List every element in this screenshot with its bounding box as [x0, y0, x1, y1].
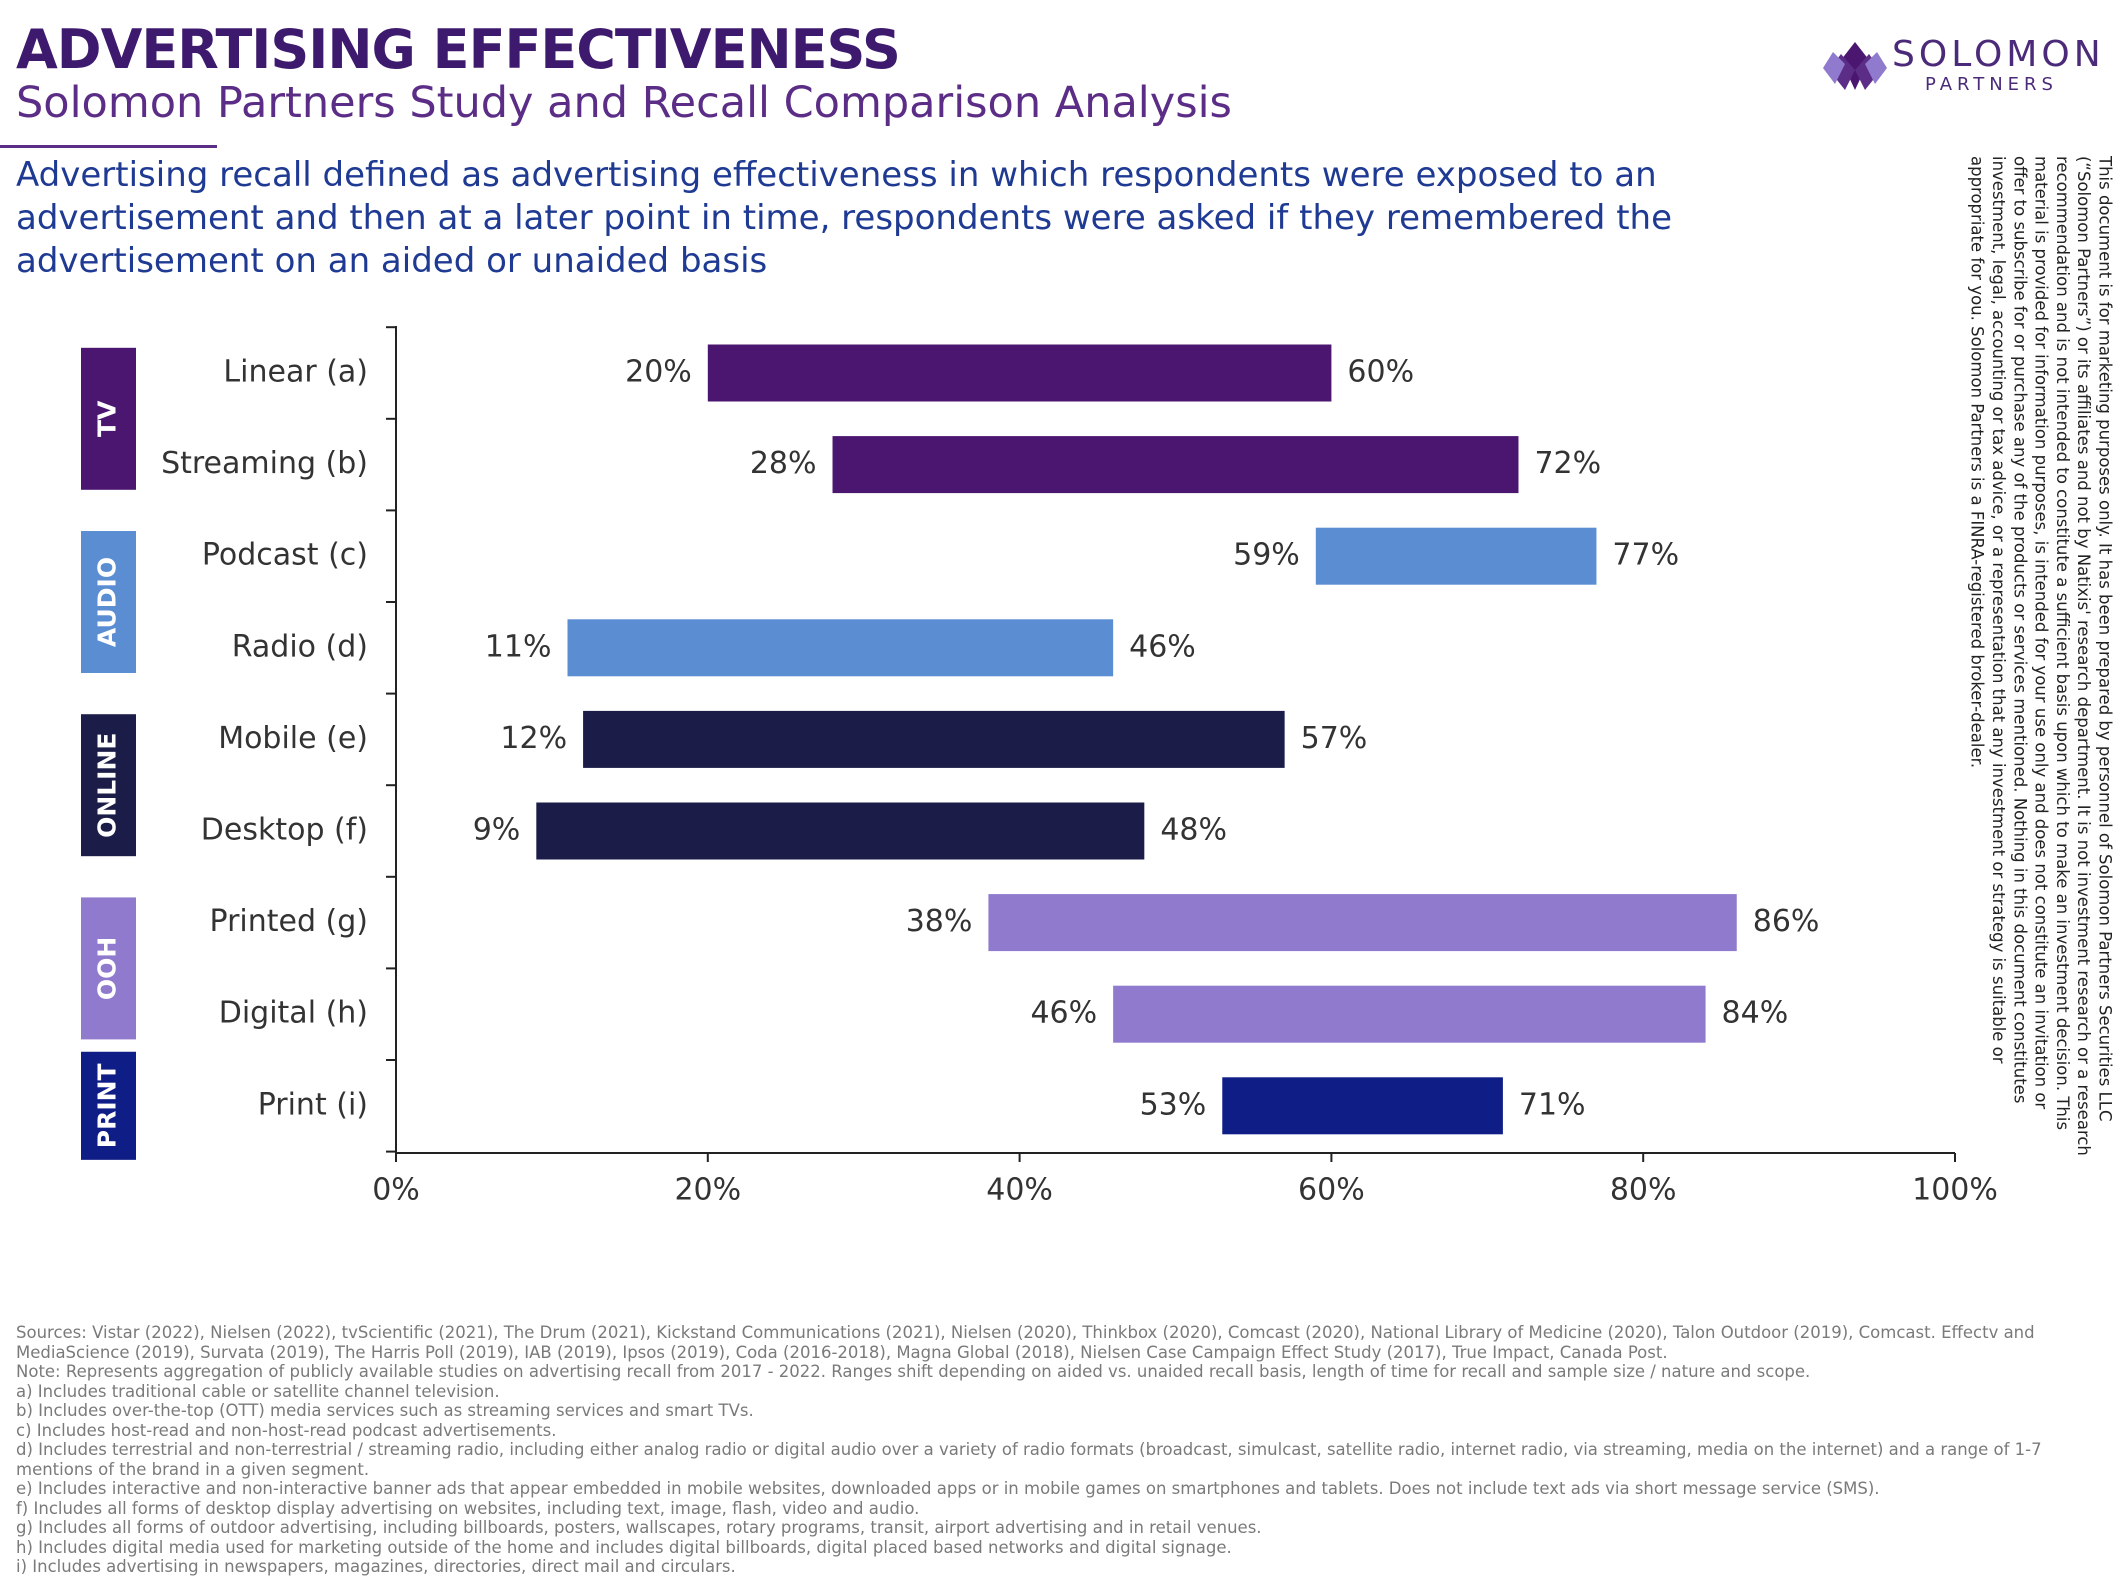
high-label: 84%: [1722, 996, 1789, 1031]
low-label: 28%: [750, 446, 817, 481]
category-label: Digital (h): [219, 996, 368, 1031]
footnotes: Sources: Vistar (2022), Nielsen (2022), …: [16, 1323, 2111, 1577]
range-bar: [1113, 985, 1706, 1043]
footnote: b) Includes over-the-top (OTT) media ser…: [16, 1401, 754, 1420]
low-label: 12%: [500, 721, 567, 756]
disclaimer-line: recommendation and is not intended to co…: [2053, 156, 2072, 1130]
high-label: 72%: [1534, 446, 1601, 481]
high-label: 48%: [1160, 813, 1227, 848]
disclaimer-line: material is provided for information pur…: [2032, 156, 2051, 1109]
category-label: Mobile (e): [218, 721, 368, 756]
category-label: Podcast (c): [202, 538, 368, 573]
group-label: AUDIO: [93, 557, 122, 647]
group-label: ONLINE: [93, 732, 122, 837]
low-label: 9%: [473, 813, 521, 848]
footnote: c) Includes host-read and non-host-read …: [16, 1420, 557, 1440]
logo-name: SOLOMON: [1892, 34, 2105, 75]
high-label: 57%: [1301, 721, 1368, 756]
footnote: g) Includes all forms of outdoor adverti…: [16, 1518, 1262, 1537]
x-tick-label: 80%: [1610, 1173, 1677, 1208]
group-label: PRINT: [93, 1063, 122, 1148]
range-bar: [567, 619, 1114, 677]
low-label: 20%: [625, 355, 692, 390]
group-box: [81, 714, 136, 857]
disclaimer-line: appropriate for you. Solomon Partners is…: [1968, 156, 1987, 768]
category-label: Desktop (f): [201, 813, 368, 848]
group-box: [81, 347, 136, 490]
page-subtitle: Solomon Partners Study and Recall Compar…: [16, 78, 1232, 128]
page-title: ADVERTISING EFFECTIVENESS: [16, 18, 901, 81]
category-label: Streaming (b): [161, 446, 368, 481]
logo-tagline: PARTNERS: [1925, 74, 2058, 95]
disclaimer-line: investment, legal, accounting or tax adv…: [1989, 156, 2008, 1064]
range-bar: [1315, 527, 1597, 585]
group-label: OOH: [93, 937, 122, 1000]
group-box: [81, 531, 136, 673]
x-tick-label: 20%: [674, 1173, 741, 1208]
footnote: h) Includes digital media used for marke…: [16, 1537, 1232, 1557]
low-label: 46%: [1030, 996, 1097, 1031]
group-box: [81, 897, 136, 1040]
description: Advertising recall defined as advertisin…: [16, 155, 1672, 281]
high-label: 77%: [1612, 538, 1679, 573]
range-bar: [707, 344, 1332, 402]
group-box: [81, 1051, 136, 1160]
disclaimer-line: offer to subscribe for or purchase any o…: [2010, 156, 2029, 1103]
high-label: 86%: [1753, 904, 1820, 939]
range-bar: [988, 894, 1737, 952]
footnote: d) Includes terrestrial and non-terrestr…: [16, 1440, 2042, 1479]
high-label: 46%: [1129, 629, 1196, 664]
high-label: 71%: [1519, 1087, 1586, 1122]
high-label: 60%: [1347, 355, 1414, 390]
range-bar: [832, 436, 1519, 494]
category-label: Linear (a): [223, 355, 368, 390]
footnote: a) Includes traditional cable or satelli…: [16, 1381, 500, 1401]
title-rule: [0, 145, 217, 148]
low-label: 53%: [1140, 1087, 1207, 1122]
disclaimer-line: (“Solomon Partners”) or its affiliates a…: [2074, 156, 2093, 1156]
footnote: i) Includes advertising in newspapers, m…: [16, 1557, 736, 1576]
range-bar: [1222, 1077, 1503, 1135]
footnote: Sources: Vistar (2022), Nielsen (2022), …: [16, 1323, 2035, 1362]
footnote: Note: Represents aggregation of publicly…: [16, 1362, 1811, 1381]
low-label: 59%: [1233, 538, 1300, 573]
category-label: Radio (d): [232, 629, 368, 664]
range-bar: [583, 710, 1285, 768]
x-tick-label: 100%: [1912, 1173, 1998, 1208]
low-label: 38%: [906, 904, 973, 939]
x-tick-label: 0%: [372, 1173, 420, 1208]
category-label: Print (i): [258, 1087, 368, 1122]
range-bar: [536, 802, 1145, 860]
logo-mark: [1823, 42, 1887, 90]
group-label: TV: [93, 400, 122, 437]
footnote: f) Includes all forms of desktop display…: [16, 1498, 920, 1518]
footnote: e) Includes interactive and non-interact…: [16, 1479, 1880, 1498]
disclaimer-line: This document is for marketing purposes …: [2096, 155, 2115, 1121]
x-tick-label: 40%: [986, 1173, 1053, 1208]
x-tick-label: 60%: [1298, 1173, 1365, 1208]
category-label: Printed (g): [210, 904, 369, 939]
low-label: 11%: [485, 629, 552, 664]
